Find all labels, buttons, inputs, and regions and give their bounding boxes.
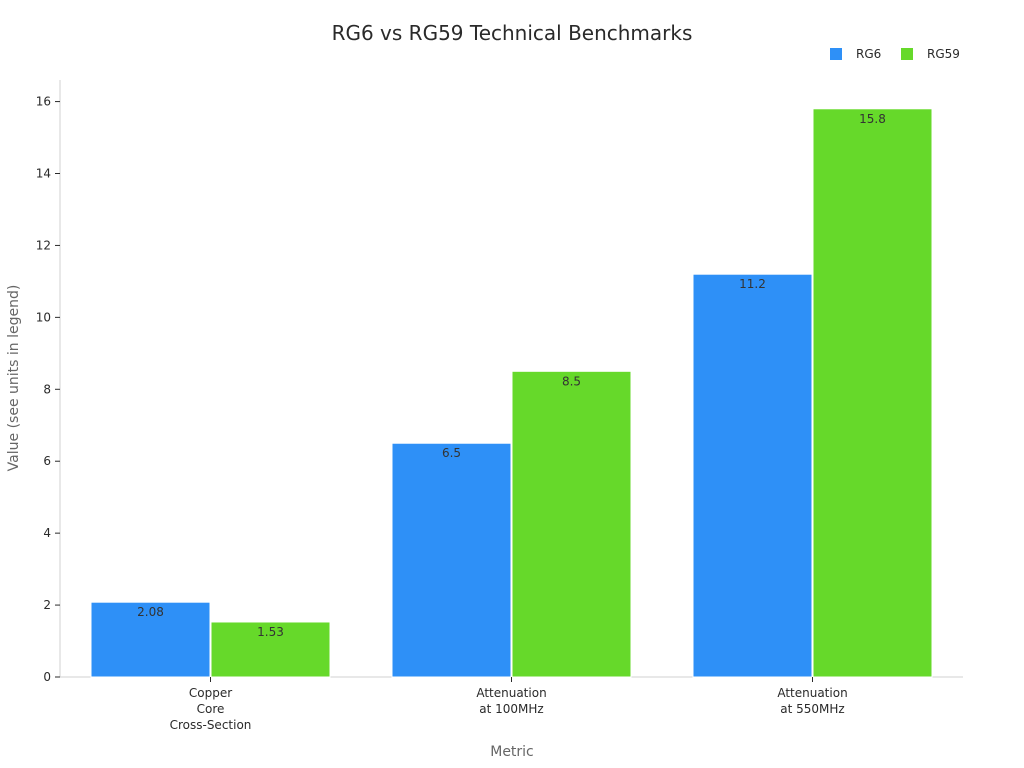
data-labels: 2.08 1.53 6.5 8.5 11.2 15.8 [137, 112, 886, 639]
plot-area: 0 2 4 6 8 10 12 14 16 2.08 1.53 6.5 8.5 11.2 15.8 Cop… [36, 80, 963, 732]
x-ticks: Copper Core Cross-Section Attenuation at 100… [170, 677, 848, 732]
y-tick-label: 10 [36, 310, 51, 324]
x-tick-label-line: at 550MHz [780, 702, 844, 716]
y-tick-label: 12 [36, 238, 51, 252]
bar-rg59-1 [511, 370, 632, 678]
chart-title: RG6 vs RG59 Technical Benchmarks [332, 21, 693, 45]
x-tick-label-line: Copper [189, 686, 232, 700]
legend-swatch-rg6 [830, 48, 842, 60]
bars [90, 108, 933, 678]
bar-rg6-1 [391, 442, 512, 678]
x-tick-label: Copper Core Cross-Section [170, 686, 252, 732]
data-label: 8.5 [562, 374, 581, 388]
data-label: 11.2 [739, 277, 766, 291]
y-tick-label: 0 [43, 670, 51, 684]
legend-label-rg59: RG59 [927, 47, 960, 61]
y-tick-label: 16 [36, 95, 51, 109]
data-label: 15.8 [859, 112, 886, 126]
y-ticks: 0 2 4 6 8 10 12 14 16 [36, 95, 60, 684]
legend-label-rg6: RG6 [856, 47, 881, 61]
bar-rg59-0 [210, 621, 331, 678]
data-label: 2.08 [137, 605, 164, 619]
legend: RG6 RG59 [830, 47, 960, 61]
x-tick-label-line: Attenuation [476, 686, 546, 700]
y-tick-label: 4 [43, 526, 51, 540]
y-tick-label: 2 [43, 598, 51, 612]
x-tick-label-line: at 100MHz [479, 702, 543, 716]
x-tick-label-line: Core [197, 702, 225, 716]
y-tick-label: 14 [36, 167, 51, 181]
y-axis-title: Value (see units in legend) [6, 285, 22, 472]
data-label: 6.5 [442, 446, 461, 460]
data-label: 1.53 [257, 625, 284, 639]
y-tick-label: 8 [43, 382, 51, 396]
x-tick-label-line: Attenuation [777, 686, 847, 700]
bar-rg6-0 [90, 601, 211, 678]
x-axis-title: Metric [490, 744, 534, 760]
x-tick-label: Attenuation at 100MHz [476, 686, 546, 716]
x-tick-label: Attenuation at 550MHz [777, 686, 847, 716]
bar-rg59-2 [812, 108, 933, 678]
legend-swatch-rg59 [901, 48, 913, 60]
bar-rg6-2 [692, 273, 813, 678]
x-tick-label-line: Cross-Section [170, 718, 252, 732]
y-tick-label: 6 [43, 454, 51, 468]
